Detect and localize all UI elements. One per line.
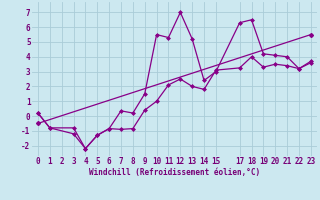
X-axis label: Windchill (Refroidissement éolien,°C): Windchill (Refroidissement éolien,°C) [89, 168, 260, 177]
